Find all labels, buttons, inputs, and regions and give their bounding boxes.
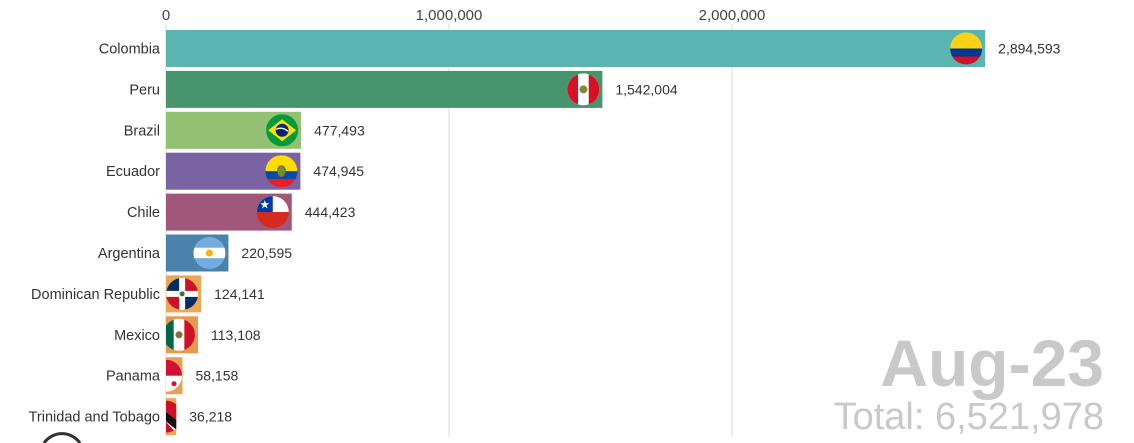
category-label-3: Ecuador (106, 164, 160, 180)
date-label: Aug-23 (880, 326, 1104, 400)
brazil-flag-icon (266, 114, 298, 146)
total-label: Total: 6,521,978 (834, 396, 1104, 438)
x-tick-label-1: 1,000,000 (416, 7, 483, 24)
x-tick-label-0: 0 (162, 7, 170, 24)
value-label-1: 1,542,004 (615, 81, 677, 97)
value-label-6: 124,141 (214, 286, 265, 302)
category-label-5: Argentina (98, 246, 161, 262)
value-label-2: 477,493 (314, 122, 365, 138)
bars (150, 30, 985, 435)
value-label-7: 113,108 (211, 327, 261, 343)
bar-chart-race: 0 1,000,000 2,000,000 Colombia 2,894,593 Per… (0, 0, 1134, 443)
value-label-5: 220,595 (241, 245, 292, 261)
category-label-4: Chile (127, 205, 160, 221)
dominican-republic-flag-icon (166, 278, 198, 310)
chile-flag-icon (257, 196, 289, 228)
value-label-4: 444,423 (305, 204, 356, 220)
mexico-flag-icon (163, 319, 195, 351)
peru-flag-icon (567, 73, 599, 105)
x-tick-label-2: 2,000,000 (699, 7, 766, 24)
category-label-6: Dominican Republic (31, 287, 160, 303)
ecuador-flag-icon (265, 155, 297, 187)
category-label-9: Trinidad and Tobago (29, 410, 160, 426)
value-label-0: 2,894,593 (998, 41, 1060, 57)
x-axis-ticks: 0 1,000,000 2,000,000 (162, 7, 766, 24)
colombia-flag-icon (950, 33, 982, 65)
category-label-8: Panama (106, 369, 161, 385)
bar-peru (166, 71, 602, 108)
value-label-3: 474,945 (313, 163, 364, 179)
corner-logo-icon (44, 434, 80, 443)
value-label-8: 58,158 (195, 368, 238, 384)
category-label-1: Peru (129, 82, 160, 98)
argentina-flag-icon (193, 237, 225, 269)
category-label-2: Brazil (124, 123, 160, 139)
category-label-0: Colombia (99, 42, 161, 58)
value-label-9: 36,218 (189, 409, 232, 425)
bar-colombia (166, 30, 985, 67)
category-label-7: Mexico (114, 328, 160, 344)
